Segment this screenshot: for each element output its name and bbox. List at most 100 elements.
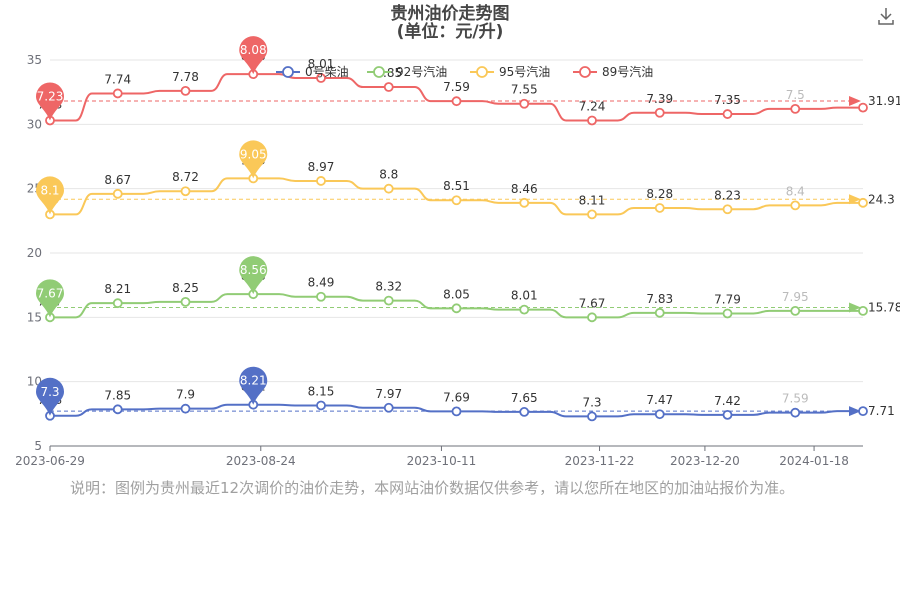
- chart-subtitle: (单位：元/升): [396, 22, 504, 42]
- legend-label: 89号汽油: [602, 64, 653, 79]
- data-label: 8.67: [104, 173, 131, 187]
- data-point: [654, 307, 665, 318]
- data-point: [654, 409, 665, 420]
- y-tick-label: 20: [27, 246, 42, 260]
- data-point: [587, 411, 597, 422]
- data-point: [180, 296, 191, 307]
- data-point: [519, 304, 530, 315]
- data-point: [587, 115, 597, 126]
- data-label: 8.05: [443, 287, 470, 301]
- data-point: [316, 73, 326, 83]
- x-tick-label: 2023-08-24: [226, 454, 296, 468]
- data-label: 7.42: [714, 394, 741, 408]
- data-label: 8.28: [646, 187, 673, 201]
- data-point: [790, 305, 801, 316]
- data-point: [790, 103, 801, 114]
- legend-marker: [579, 66, 591, 78]
- marker-label: 7.23: [37, 89, 64, 103]
- data-label: 7.97: [375, 387, 402, 401]
- average-arrow-icon: [849, 95, 861, 106]
- data-label: 7.5: [786, 88, 805, 102]
- data-label: 8.11: [579, 193, 606, 207]
- download-icon[interactable]: [876, 6, 896, 26]
- data-point: [519, 197, 530, 208]
- average-label: 7.71: [868, 404, 895, 418]
- data-label: 7.83: [646, 292, 673, 306]
- data-label: 8.23: [714, 188, 741, 202]
- marker-label: 8.08: [240, 43, 267, 57]
- data-label: 7.35: [714, 93, 741, 107]
- data-label: 7.9: [176, 388, 195, 402]
- data-point: [316, 176, 326, 186]
- data-label: 8.72: [172, 170, 199, 184]
- data-label: 8.8: [379, 168, 398, 182]
- legend-label: 95号汽油: [499, 64, 550, 79]
- chart-footnote: 说明：图例为贵州最近12次调价的油价走势，本网站油价数据仅供参考，请以您所在地区…: [70, 479, 795, 497]
- legend-label: 0号柴油: [305, 65, 349, 79]
- data-point: [858, 197, 868, 208]
- min-marker-pin: [36, 82, 64, 121]
- average-arrow-icon: [849, 194, 861, 205]
- marker-label: 8.21: [240, 374, 267, 388]
- data-point: [451, 406, 462, 417]
- data-point: [451, 195, 462, 206]
- average-label: 31.91: [868, 94, 900, 108]
- data-label: 7.55: [511, 83, 538, 97]
- y-tick-label: 35: [27, 53, 42, 67]
- data-label: 7.78: [172, 70, 199, 84]
- data-point: [654, 203, 665, 213]
- data-label: 7.74: [104, 72, 131, 86]
- data-label: 7.39: [646, 92, 673, 106]
- data-point: [587, 312, 597, 323]
- data-label: 8.51: [443, 179, 470, 193]
- data-point: [519, 98, 530, 109]
- marker-label: 9.05: [240, 147, 267, 161]
- data-label: 7.95: [782, 290, 809, 304]
- average-label: 24.3: [868, 192, 895, 206]
- data-point: [790, 407, 801, 418]
- data-point: [180, 186, 191, 197]
- x-tick-label: 2023-11-22: [565, 454, 635, 468]
- data-point: [722, 308, 733, 319]
- data-label: 7.24: [579, 99, 606, 113]
- data-label: 7.59: [443, 80, 470, 94]
- data-label: 7.65: [511, 391, 538, 405]
- data-label: 8.21: [104, 282, 131, 296]
- min-marker-pin: [36, 279, 64, 318]
- data-label: 8.49: [308, 276, 335, 290]
- data-point: [858, 406, 868, 417]
- max-marker-pin: [239, 36, 268, 75]
- data-label: 8.25: [172, 281, 199, 295]
- x-tick-label: 2023-06-29: [15, 454, 85, 468]
- y-tick-label: 15: [27, 310, 42, 324]
- data-point: [722, 204, 733, 215]
- data-point: [383, 402, 394, 413]
- data-point: [451, 303, 462, 314]
- data-point: [383, 82, 394, 92]
- data-point: [722, 109, 733, 119]
- max-marker-pin: [239, 256, 268, 295]
- data-label: 7.85: [104, 388, 131, 402]
- data-point: [654, 107, 665, 118]
- data-label: 8.01: [308, 57, 335, 71]
- data-point: [722, 409, 733, 420]
- data-point: [112, 404, 123, 415]
- data-point: [858, 305, 868, 316]
- data-point: [858, 102, 868, 113]
- data-point: [383, 183, 394, 194]
- average-arrow-icon: [849, 302, 861, 313]
- data-label: 8.32: [375, 280, 402, 294]
- data-point: [112, 298, 123, 309]
- y-tick-label: 5: [34, 439, 42, 453]
- data-point: [316, 291, 326, 302]
- data-label: 8.4: [786, 184, 805, 198]
- data-label: 8.15: [308, 384, 335, 398]
- marker-label: 7.3: [40, 385, 59, 399]
- x-tick-label: 2024-01-18: [779, 454, 849, 468]
- marker-label: 8.1: [40, 183, 59, 197]
- data-label: 8.97: [308, 160, 335, 174]
- data-label: 7.3: [582, 395, 601, 409]
- max-marker-pin: [239, 366, 268, 405]
